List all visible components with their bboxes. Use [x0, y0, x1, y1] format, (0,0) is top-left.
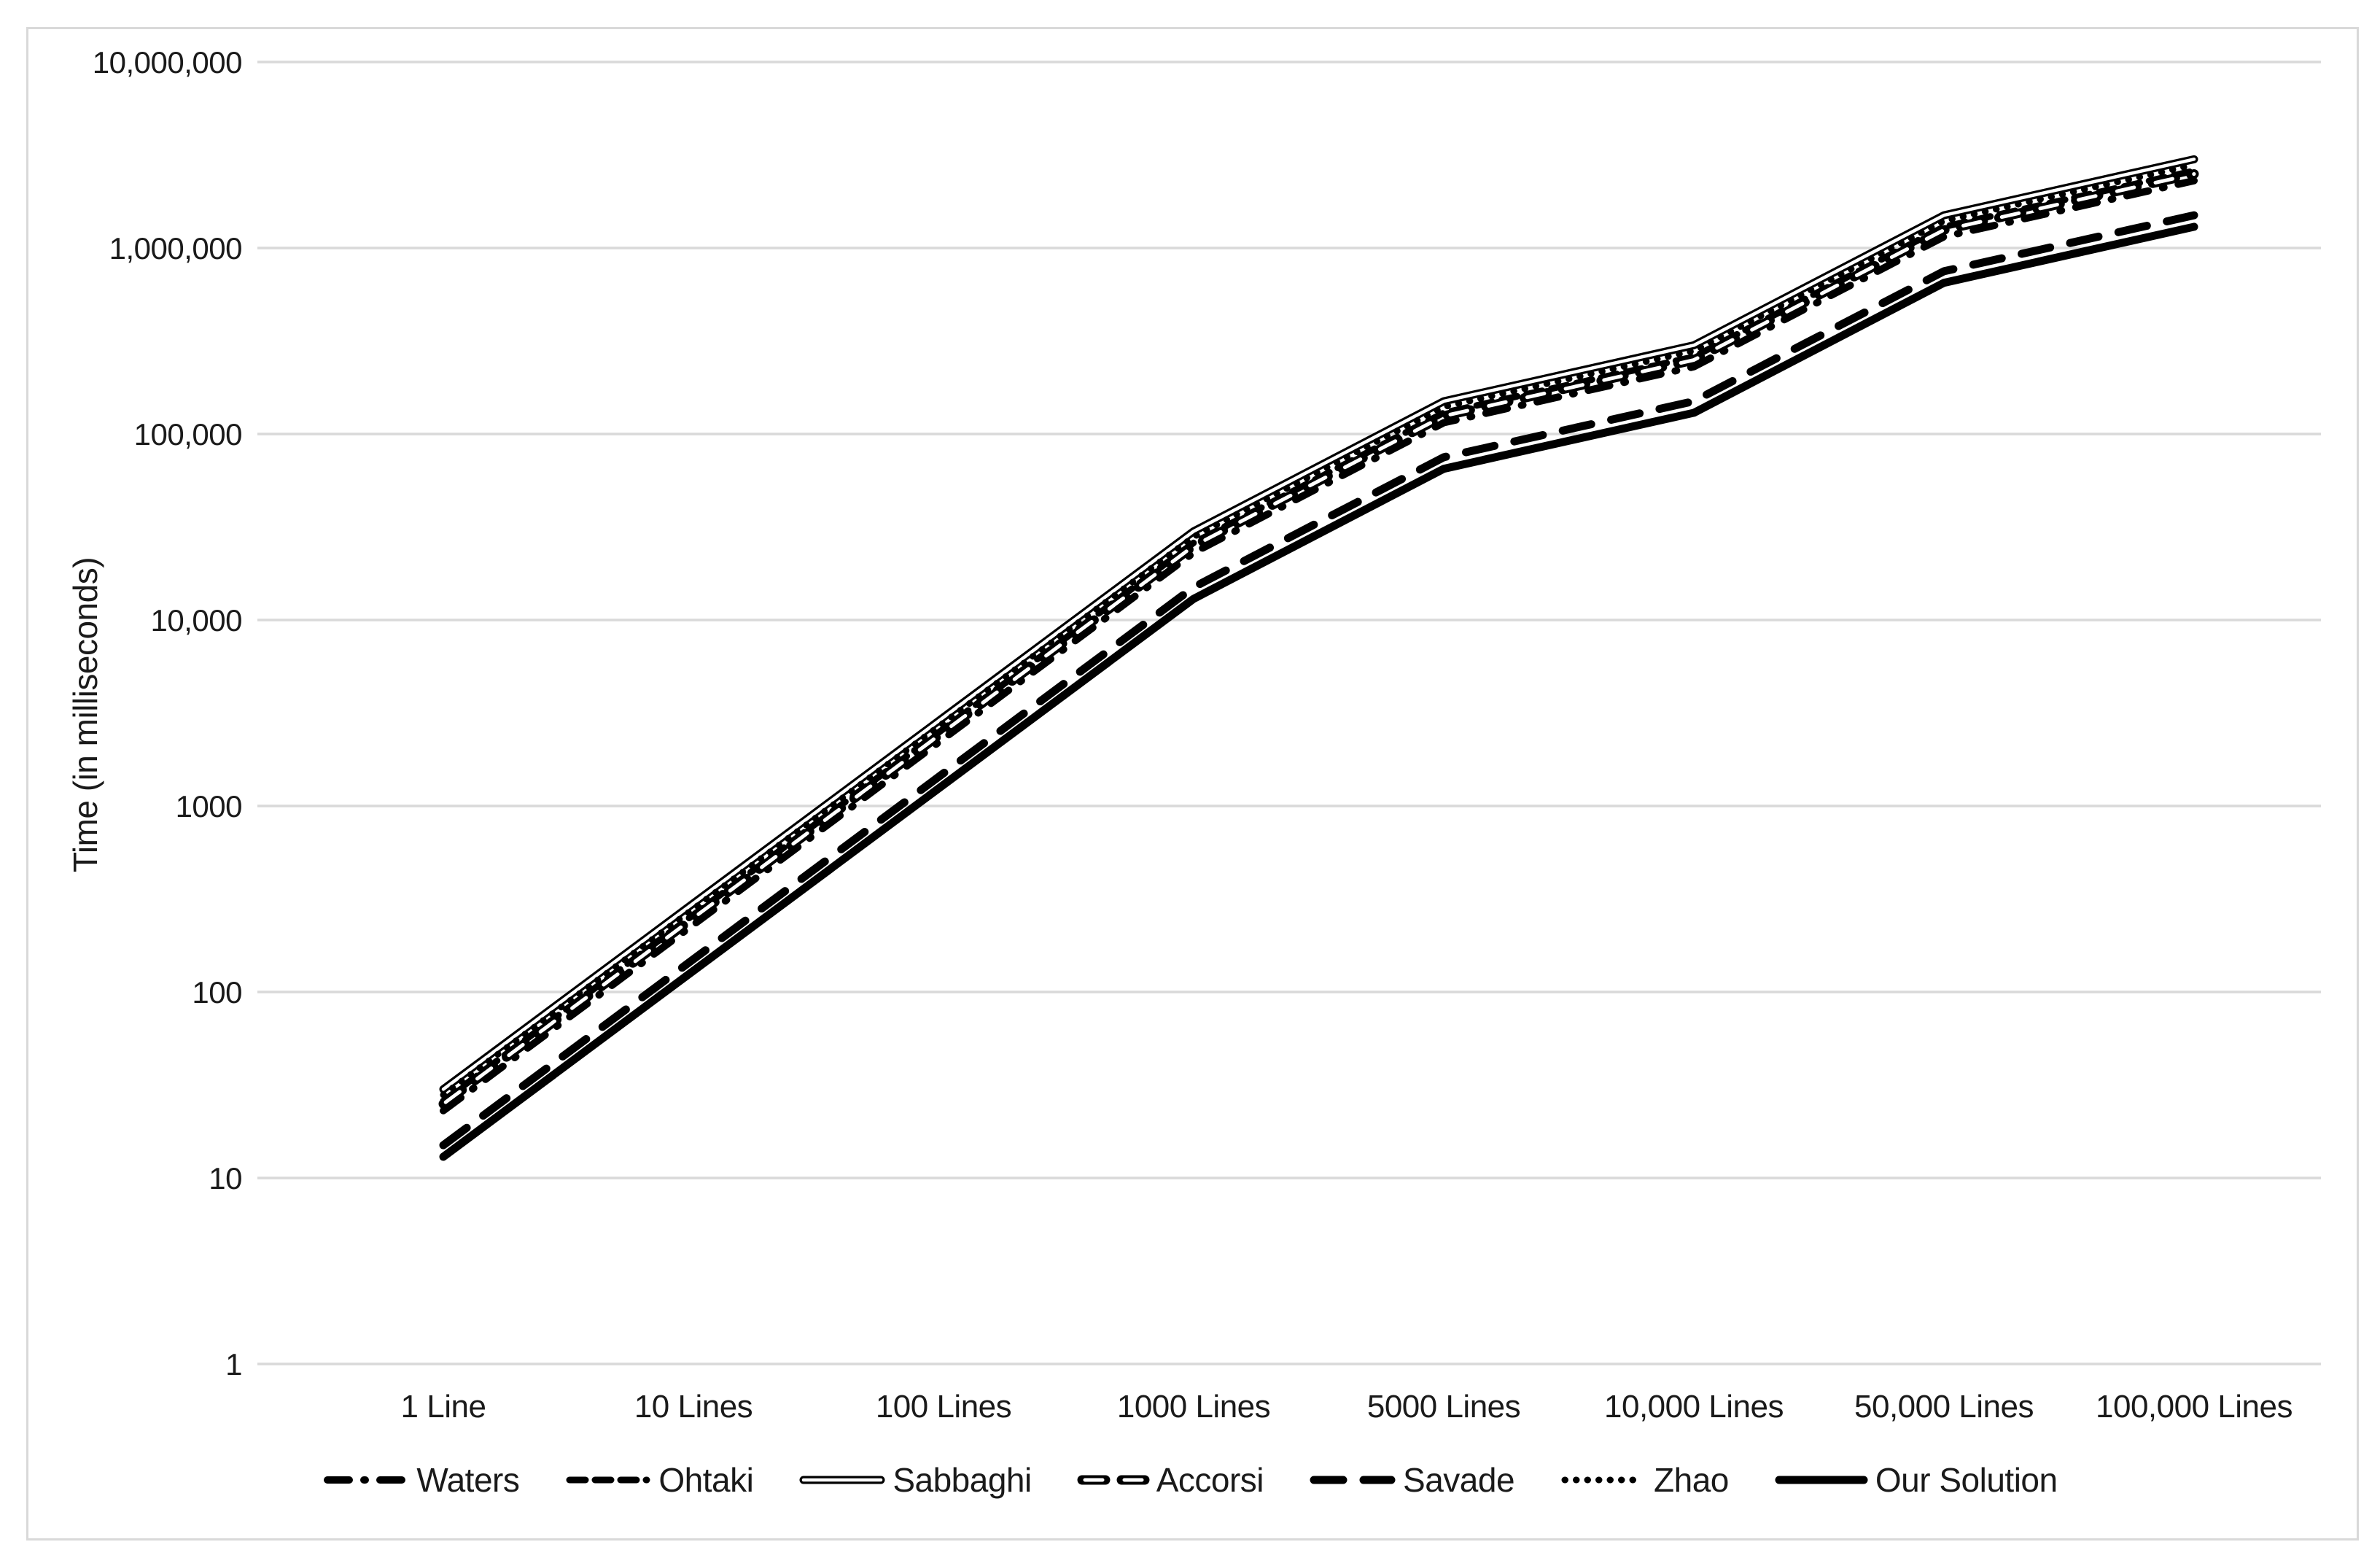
y-tick-label: 100,000	[134, 417, 242, 451]
dashed-line-icon	[566, 1476, 650, 1484]
hollow-dash-line-icon	[1077, 1475, 1150, 1485]
legend-label-ohtaki: Ohtaki	[658, 1461, 754, 1499]
legend-item-zhao: Zhao	[1560, 1460, 1729, 1500]
y-tick-label: 10	[209, 1161, 242, 1195]
x-category-label: 5000 Lines	[1367, 1389, 1520, 1425]
x-category-label: 10 Lines	[634, 1389, 752, 1425]
legend-label-accorsi: Accorsi	[1156, 1461, 1264, 1499]
legend-label-sabbaghi: Sabbaghi	[892, 1461, 1032, 1499]
dotted-line-icon	[1561, 1476, 1646, 1484]
y-tick-label: 10,000,000	[93, 45, 242, 80]
dash-dot-line-icon	[324, 1476, 409, 1484]
legend-item-savade: Savade	[1309, 1460, 1515, 1500]
legend-item-waters: Waters	[322, 1460, 520, 1500]
x-category-label: 100 Lines	[876, 1389, 1011, 1425]
series-line-sabbaghi	[441, 158, 2196, 1091]
legend-label-zhao: Zhao	[1654, 1461, 1729, 1499]
y-axis-title: Time (in milliseconds)	[66, 557, 104, 873]
series-line-accorsi	[441, 172, 2196, 1107]
legend-item-sabbaghi: Sabbaghi	[798, 1460, 1032, 1500]
y-tick-label: 1	[225, 1347, 242, 1381]
x-category-label: 50,000 Lines	[1854, 1389, 2034, 1425]
x-category-label: 1 Line	[401, 1389, 486, 1425]
series-line-savade	[439, 211, 2198, 1150]
legend: Waters Ohtaki Sabbaghi Accorsi Savade Zhao Our…	[0, 1460, 2380, 1500]
y-tick-label: 1000	[176, 789, 242, 823]
legend-label-our-solution: Our Solution	[1875, 1461, 2058, 1499]
series-line-zhao	[440, 161, 2198, 1098]
x-category-label: 1000 Lines	[1117, 1389, 1270, 1425]
x-category-label: 100,000 Lines	[2096, 1389, 2292, 1425]
y-tick-label: 1,000,000	[109, 231, 242, 266]
legend-label-waters: Waters	[416, 1461, 520, 1499]
x-category-label: 10,000 Lines	[1604, 1389, 1784, 1425]
y-tick-label: 100	[192, 975, 242, 1009]
legend-item-our-solution: Our Solution	[1774, 1460, 2058, 1500]
y-tick-label: 10,000	[151, 603, 242, 637]
series-line-our-solution	[439, 222, 2198, 1161]
legend-label-savade: Savade	[1403, 1461, 1515, 1499]
legend-item-accorsi: Accorsi	[1077, 1460, 1264, 1500]
chart-border	[26, 27, 2359, 1540]
double-line-icon	[799, 1476, 885, 1484]
solid-line-icon	[1775, 1476, 1868, 1484]
series-line-waters	[440, 177, 2198, 1115]
legend-item-ohtaki: Ohtaki	[564, 1460, 754, 1500]
long-dash-line-icon	[1310, 1476, 1396, 1484]
